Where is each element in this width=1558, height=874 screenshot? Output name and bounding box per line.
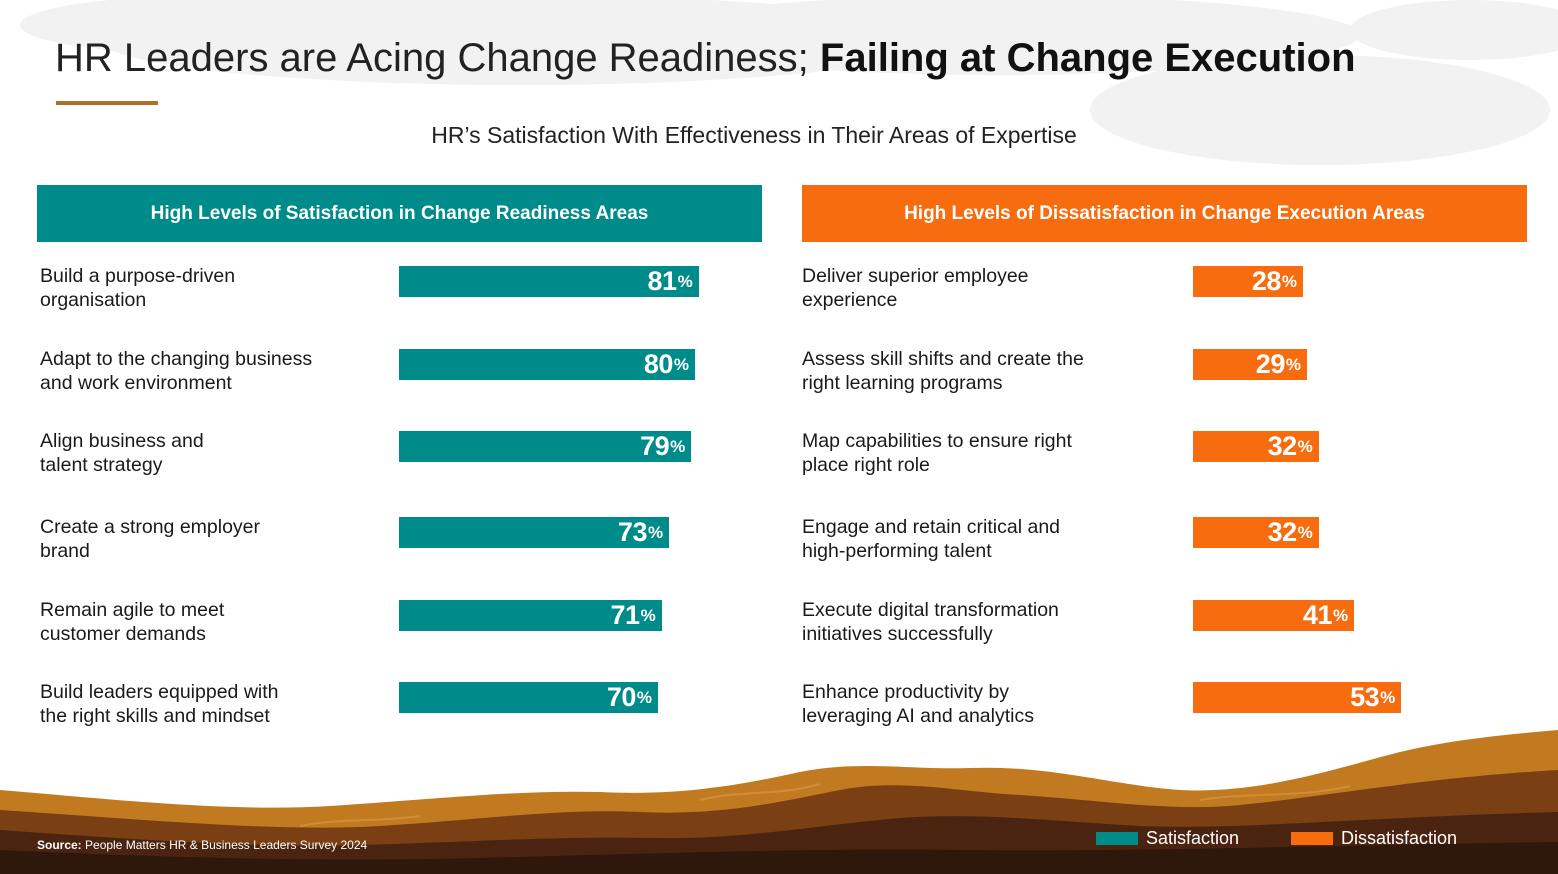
satisfaction-category-label: Build a purpose-driven organisation xyxy=(40,264,235,312)
satisfaction-category-label: Align business and talent strategy xyxy=(40,429,204,477)
satisfaction-bar-value-label: 73 xyxy=(617,517,648,547)
source-label: Source: xyxy=(37,838,82,852)
dissatisfaction-category-label-line: right learning programs xyxy=(802,372,1003,394)
satisfaction-category-label-line: Remain agile to meet xyxy=(40,599,225,621)
dissatisfaction-bar: 32% xyxy=(1193,431,1319,462)
satisfaction-category-label: Adapt to the changing business and work e… xyxy=(40,347,312,395)
dissatisfaction-panel-header: High Levels of Dissatisfaction in Change… xyxy=(802,185,1527,242)
dissatisfaction-bar: 28% xyxy=(1193,266,1304,297)
dissatisfaction-bar-value-label: 32 xyxy=(1267,431,1298,461)
dissatisfaction-category-label-line: Deliver superior employee xyxy=(802,265,1029,287)
satisfaction-category-label-line: Adapt to the changing business xyxy=(40,348,313,370)
satisfaction-category-label-line: organisation xyxy=(40,289,147,311)
dissatisfaction-bar-unit-label: % xyxy=(1297,436,1313,456)
dissatisfaction-category-label-line: high-performing talent xyxy=(802,540,992,562)
satisfaction-category-label: Build leaders equipped with the right ski… xyxy=(40,680,279,728)
satisfaction-bar-unit-label: % xyxy=(670,436,686,456)
satisfaction-bar-unit-label: % xyxy=(673,354,689,374)
dissatisfaction-bar: 29% xyxy=(1193,349,1307,380)
satisfaction-category-label-line: Build a purpose-driven xyxy=(40,265,236,287)
dissatisfaction-category-label-line: Enhance productivity by xyxy=(802,681,1010,703)
dissatisfaction-category-label-line: Engage and retain critical and xyxy=(802,516,1061,538)
satisfaction-category-label-line: Create a strong employer xyxy=(40,516,261,538)
legend-item-dissatisfaction: Dissatisfaction xyxy=(1291,828,1457,849)
dissatisfaction-category-label-line: Map capabilities to ensure right xyxy=(802,430,1072,452)
satisfaction-bar-value-label: 70 xyxy=(606,682,637,712)
satisfaction-bar-value-label: 80 xyxy=(643,349,674,379)
source-note: Source: People Matters HR & Business Lea… xyxy=(37,838,367,852)
satisfaction-bar: 80% xyxy=(399,349,695,380)
satisfaction-category-label-line: Build leaders equipped with xyxy=(40,681,279,703)
satisfaction-bar-unit-label: % xyxy=(640,605,656,625)
dissatisfaction-bar-value-label: 28 xyxy=(1251,266,1282,296)
satisfaction-category-label-line: and work environment xyxy=(40,372,232,394)
dissatisfaction-bar: 53% xyxy=(1193,682,1402,713)
dissatisfaction-bar-unit-label: % xyxy=(1297,522,1313,542)
dissatisfaction-bar-unit-label: % xyxy=(1380,687,1396,707)
satisfaction-bar: 70% xyxy=(399,682,658,713)
chart-subtitle: HR’s Satisfaction With Effectiveness in … xyxy=(431,122,1077,148)
satisfaction-category-label-line: talent strategy xyxy=(40,454,163,476)
legend-label-satisfaction: Satisfaction xyxy=(1146,828,1240,848)
dissatisfaction-category-label-line: leveraging AI and analytics xyxy=(802,705,1034,727)
dissatisfaction-bar-value-label: 53 xyxy=(1350,682,1380,712)
satisfaction-bar: 81% xyxy=(399,266,699,297)
dissatisfaction-bar-unit-label: % xyxy=(1281,271,1298,291)
dissatisfaction-bar-unit-label: % xyxy=(1333,605,1349,625)
satisfaction-category-label-line: the right skills and mindset xyxy=(40,705,270,727)
dissatisfaction-bar: 41% xyxy=(1193,600,1355,631)
dissatisfaction-bar-value-label: 41 xyxy=(1302,600,1333,630)
satisfaction-bar-value-label: 81 xyxy=(647,266,678,296)
dissatisfaction-category-label-line: place right role xyxy=(802,454,930,476)
satisfaction-panel-header: High Levels of Satisfaction in Change Re… xyxy=(37,185,762,242)
title-part-light: HR Leaders are Acing Change Readiness; xyxy=(55,36,820,80)
legend-label-dissatisfaction: Dissatisfaction xyxy=(1341,828,1458,848)
satisfaction-category-label-line: customer demands xyxy=(40,623,206,645)
satisfaction-category-label-line: brand xyxy=(40,540,90,562)
dissatisfaction-bar: 32% xyxy=(1193,517,1319,548)
dissatisfaction-category-label-line: Assess skill shifts and create the xyxy=(802,348,1084,370)
source-text: People Matters HR & Business Leaders Sur… xyxy=(81,838,368,852)
dissatisfaction-category-label-line: initiatives successfully xyxy=(802,623,993,645)
legend-swatch-satisfaction xyxy=(1096,832,1138,845)
dissatisfaction-category-label: Engage and retain critical and high-perfo… xyxy=(802,515,1060,563)
dissatisfaction-category-label: Deliver superior employee experience xyxy=(802,264,1029,312)
dissatisfaction-category-label: Assess skill shifts and create the right … xyxy=(802,347,1084,395)
title-part-bold: Failing at Change Execution xyxy=(819,36,1356,80)
satisfaction-bar-unit-label: % xyxy=(677,271,693,291)
satisfaction-bar-unit-label: % xyxy=(636,687,652,707)
satisfaction-category-label: Remain agile to meet customer demands xyxy=(40,598,224,646)
dissatisfaction-category-label-line: experience xyxy=(802,289,898,311)
dissatisfaction-category-label-line: Execute digital transformation xyxy=(802,599,1059,621)
page-title: HR Leaders are Acing Change Readiness; F… xyxy=(55,36,1356,81)
title-underline xyxy=(56,101,158,105)
dissatisfaction-category-label: Enhance productivity by leveraging AI and… xyxy=(802,680,1034,728)
dissatisfaction-bar-value-label: 29 xyxy=(1255,349,1286,379)
satisfaction-category-label: Create a strong employer brand xyxy=(40,515,260,563)
satisfaction-bar: 71% xyxy=(399,600,662,631)
satisfaction-bar-value-label: 71 xyxy=(610,600,641,630)
legend-item-satisfaction: Satisfaction xyxy=(1096,828,1239,849)
dissatisfaction-category-label: Execute digital transformation initiative… xyxy=(802,598,1059,646)
dissatisfaction-bar-value-label: 32 xyxy=(1267,517,1298,547)
dissatisfaction-category-label: Map capabilities to ensure right place ri… xyxy=(802,429,1072,477)
satisfaction-bar: 73% xyxy=(399,517,670,548)
satisfaction-bar-value-label: 79 xyxy=(640,431,670,461)
satisfaction-bar: 79% xyxy=(399,431,692,462)
satisfaction-category-label-line: Align business and xyxy=(40,430,204,452)
legend-swatch-dissatisfaction xyxy=(1291,832,1333,845)
satisfaction-bar-unit-label: % xyxy=(647,522,664,542)
dissatisfaction-bar-unit-label: % xyxy=(1285,354,1301,374)
